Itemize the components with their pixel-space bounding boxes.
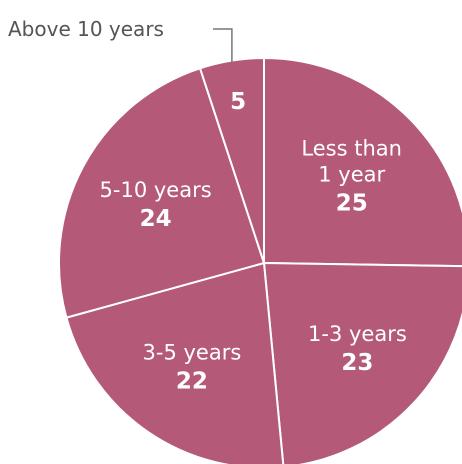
slice-value-3-5-years: 22 <box>176 369 208 395</box>
slice-5-10-years <box>58 67 265 319</box>
slice-value-less-than-1-year: 25 <box>336 191 368 217</box>
slice-label-1-3-years: 1-3 years <box>308 322 407 346</box>
callout-label-above-10-years: Above 10 years <box>8 17 164 41</box>
slice-label-less-than-1-year: Less than <box>301 137 402 161</box>
callout-leader-line <box>213 28 233 63</box>
slice-value-5-10-years: 24 <box>140 206 172 232</box>
slice-1-3-years <box>263 262 462 464</box>
slice-value-above-10-years: 5 <box>230 89 246 115</box>
slice-value-1-3-years: 23 <box>341 350 373 376</box>
slice-label-3-5-years: 3-5 years <box>143 341 242 365</box>
slice-label-5-10-years: 5-10 years <box>100 178 212 202</box>
pie-callouts: Above 10 years <box>8 17 233 63</box>
slice-label-less-than-1-year: 1 year <box>318 163 385 187</box>
pie-slices <box>58 57 462 464</box>
slice-less-than-1-year <box>263 57 462 268</box>
slice-3-5-years <box>65 262 285 464</box>
